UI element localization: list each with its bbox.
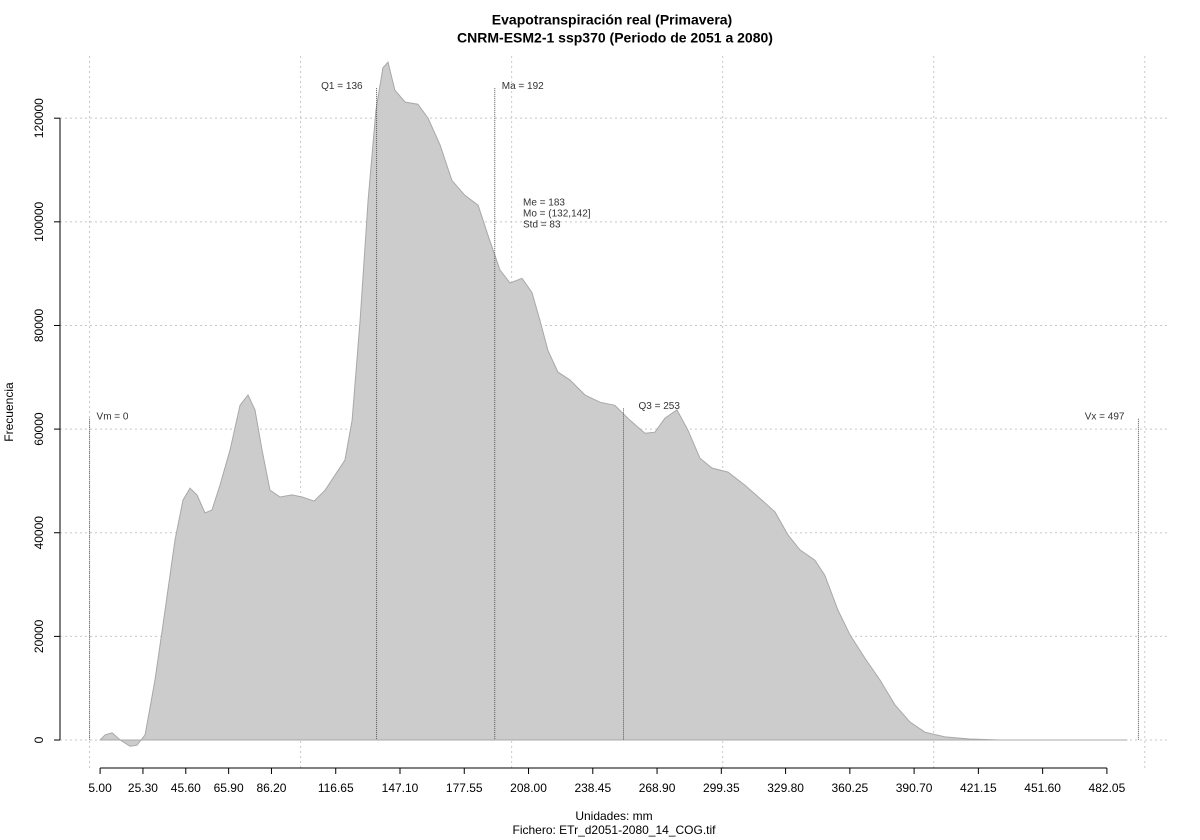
stat-label: Ma = 192 [502, 81, 544, 92]
chart-subtitle: CNRM-ESM2-1 ssp370 (Periodo de 2051 a 20… [457, 30, 773, 46]
x-tick-label: 25.30 [128, 781, 158, 795]
y-tick-label: 20000 [32, 619, 46, 653]
stat-label: Vx = 497 [1085, 411, 1125, 422]
stat-label: Q1 = 136 [321, 81, 363, 92]
x-tick-label: 45.60 [171, 781, 201, 795]
y-tick-label: 60000 [32, 412, 46, 446]
y-axis-label: Frecuencia [2, 382, 16, 442]
x-tick-label: 268.90 [639, 781, 676, 795]
x-tick-label: 147.10 [382, 781, 419, 795]
x-tick-label: 65.90 [214, 781, 244, 795]
x-tick-label: 390.70 [896, 781, 933, 795]
y-tick-label: 120000 [32, 98, 46, 138]
x-tick-label: 208.00 [510, 781, 547, 795]
x-tick-label: 360.25 [831, 781, 868, 795]
x-tick-label: 5.00 [88, 781, 112, 795]
y-tick-label: 80000 [32, 308, 46, 342]
x-tick-label: 299.35 [703, 781, 740, 795]
caption: Fichero: ETr_d2051-2080_14_COG.tif [513, 823, 717, 837]
x-tick-label: 329.80 [767, 781, 804, 795]
x-tick-label: 451.60 [1024, 781, 1061, 795]
x-tick-label: 238.45 [574, 781, 611, 795]
density-area [99, 61, 1128, 747]
x-axis-label: Unidades: mm [575, 809, 652, 823]
stat-label: Q3 = 253 [638, 401, 680, 412]
x-tick-label: 116.65 [318, 781, 354, 795]
y-tick-label: 100000 [32, 201, 46, 241]
x-tick-label: 482.05 [1089, 781, 1126, 795]
stat-text: Me = 183 [523, 198, 565, 209]
stat-text: Std = 83 [523, 220, 561, 231]
y-tick-label: 0 [32, 736, 46, 743]
stat-label: Vm = 0 [97, 411, 129, 422]
stat-text: Mo = (132,142] [523, 209, 591, 220]
x-tick-label: 177.55 [446, 781, 483, 795]
x-tick-label: 421.15 [960, 781, 997, 795]
x-tick-label: 86.20 [256, 781, 286, 795]
chart-title: Evapotranspiración real (Primavera) [492, 12, 732, 28]
y-tick-label: 40000 [32, 516, 46, 550]
